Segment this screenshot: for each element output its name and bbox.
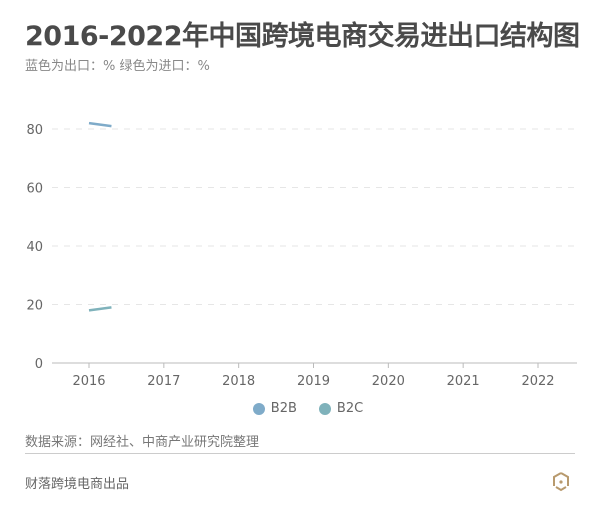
x-tick-label: 2018 bbox=[222, 374, 255, 389]
legend-label: B2C bbox=[336, 401, 364, 416]
legend-dot-icon bbox=[318, 402, 331, 415]
x-tick-label: 2016 bbox=[72, 374, 105, 389]
legend-item-b2c[interactable]: B2C bbox=[318, 401, 364, 416]
x-tick-label: 2022 bbox=[521, 374, 554, 389]
x-tick-label: 2017 bbox=[147, 374, 180, 389]
page-title: 2016-2022年中国跨境电商交易进出口结构图 bbox=[25, 21, 580, 52]
legend-dot-icon bbox=[252, 402, 265, 415]
credit: 财落跨境电商出品 bbox=[25, 477, 130, 492]
y-tick-label: 60 bbox=[26, 182, 43, 197]
x-tick-label: 2021 bbox=[447, 374, 480, 389]
y-tick-label: 20 bbox=[26, 299, 43, 314]
line-chart: 0 20 40 60 80 2016 2017 2018 2019 2020 2021 2022 bbox=[26, 121, 577, 389]
data-source: 数据来源：网经社、中商产业研究院整理 bbox=[25, 435, 260, 450]
y-tick-label: 40 bbox=[26, 240, 43, 255]
series-line-b2b bbox=[88, 121, 112, 128]
series-line-b2c bbox=[88, 306, 112, 312]
legend-item-b2b[interactable]: B2B bbox=[252, 401, 297, 416]
legend: B2B B2C bbox=[0, 401, 600, 416]
x-tick-label: 2020 bbox=[372, 374, 405, 389]
y-tick-label: 0 bbox=[35, 357, 43, 372]
y-tick-label: 80 bbox=[26, 123, 43, 138]
legend-label: B2B bbox=[270, 401, 297, 416]
divider bbox=[25, 453, 575, 454]
x-tick-label: 2019 bbox=[297, 374, 330, 389]
hexagon-logo-icon bbox=[553, 472, 569, 492]
subtitle: 蓝色为出口：% 绿色为进口：% bbox=[25, 59, 210, 74]
